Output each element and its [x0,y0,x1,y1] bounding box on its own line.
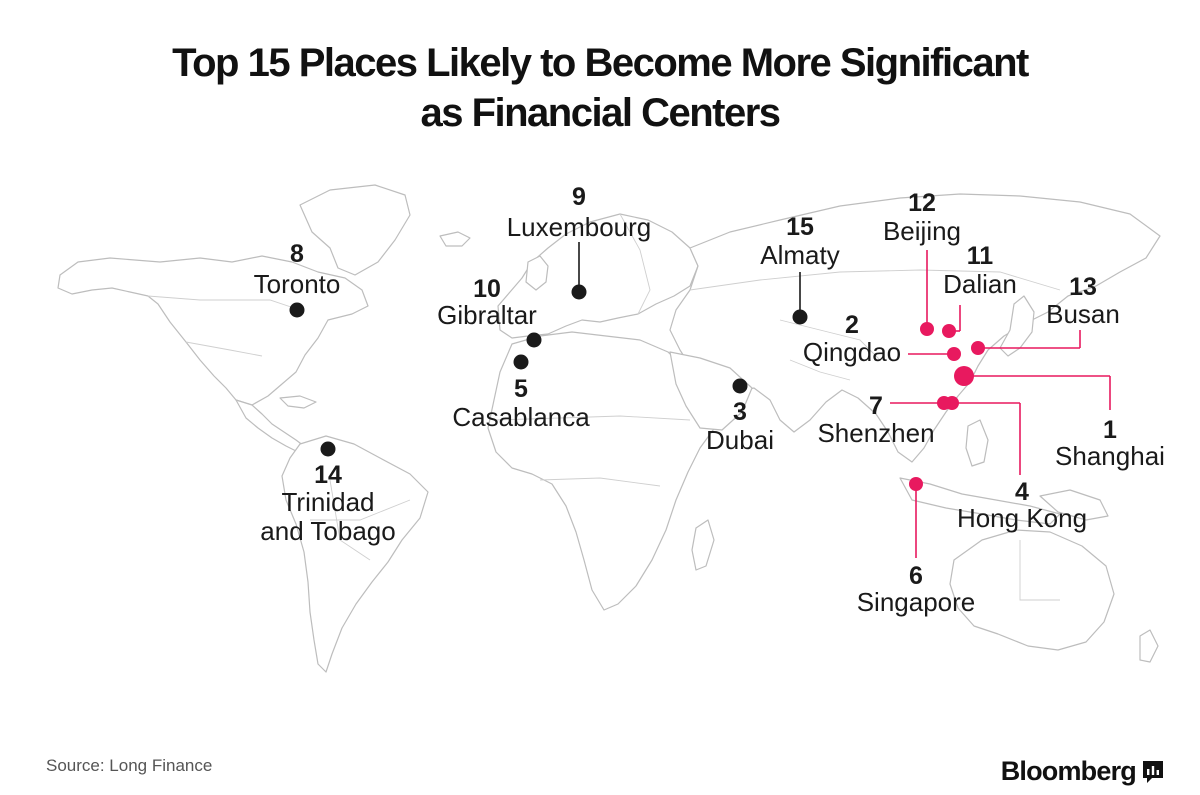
border-usa-mexico [185,341,263,357]
city-label-almaty: Almaty [760,240,839,270]
brand-name: Bloomberg [1000,756,1137,786]
rank-label-dubai: 3 [733,398,747,426]
landmasses [57,184,1161,673]
marker-qingdao[interactable] [947,347,961,361]
city-label-luxembourg: Luxembourg [507,212,652,242]
border-sahara [495,415,691,421]
caribbean-shape [279,395,317,409]
marker-shenzhen[interactable] [937,396,951,410]
australia-shape [949,529,1115,651]
north-america-shape [57,255,369,406]
border-china-west [779,319,881,361]
title-line-1: Top 15 Places Likely to Become More Sign… [172,41,1029,85]
border-russia-europe [619,213,651,315]
marker-casablanca[interactable] [513,354,529,370]
border-central-africa [539,477,661,487]
madagascar-shape [691,519,715,571]
city-label-shenzhen: Shenzhen [817,418,934,448]
city-label-beijing: Beijing [883,216,961,246]
iceland-shape [439,231,471,247]
indonesia-shape [899,477,1061,525]
greenland-shape [299,184,411,276]
country-borders [147,213,1061,601]
city-label-hongkong: Hong Kong [957,503,1087,533]
rank-label-singapore: 6 [909,562,923,590]
city-label-dubai: Dubai [706,425,774,455]
border-south-america [310,499,411,521]
new-zealand-shape [1139,629,1159,663]
chart-title: Top 15 Places Likely to Become More Sign… [0,38,1200,138]
rank-label-trinidad: 14 [314,461,342,489]
marker-gibraltar[interactable] [526,332,542,348]
brand-logo: Bloomberg [1001,756,1164,787]
title-line-2: as Financial Centers [420,91,781,135]
rank-label-toronto: 8 [290,240,304,268]
marker-dubai[interactable] [732,378,748,394]
south-america-shape [281,435,429,673]
city-label-trinidad-line-1: Trinidad [282,487,375,517]
marker-busan[interactable] [971,341,985,355]
central-america-shape [235,399,305,453]
city-label-singapore: Singapore [857,587,976,617]
leader-lines [578,242,1111,558]
city-label-gibraltar: Gibraltar [437,300,537,330]
rank-label-shanghai: 1 [1103,416,1117,444]
city-label-shanghai: Shanghai [1055,441,1165,471]
border-brazil [329,479,371,561]
rank-label-casablanca: 5 [514,375,528,403]
city-label-dalian: Dalian [943,269,1017,299]
bloomberg-chat-icon [1143,760,1163,783]
rank-label-luxembourg: 9 [572,183,586,211]
arabia-shape [669,351,753,431]
rank-label-hongkong: 4 [1015,478,1029,506]
labels: 1 Shanghai 2 Qingdao 3 Dubai 4 Hong Kong… [254,183,1165,617]
city-label-toronto: Toronto [254,269,341,299]
city-label-qingdao: Qingdao [803,337,901,367]
british-isles-shape [525,255,549,291]
source-note: Source: Long Finance [46,756,213,775]
city-label-busan: Busan [1046,299,1120,329]
marker-luxembourg[interactable] [571,284,587,300]
rank-label-qingdao: 2 [845,311,859,339]
marker-shanghai[interactable] [954,366,974,386]
marker-dalian[interactable] [942,324,956,338]
border-russia-asia [689,269,1061,291]
marker-toronto[interactable] [289,302,305,318]
marker-singapore[interactable] [909,477,923,491]
city-label-casablanca: Casablanca [452,402,590,432]
africa-shape [487,331,717,611]
rank-label-gibraltar: 10 [473,275,501,303]
philippines-shape [965,419,989,467]
city-label-trinidad-line-2: and Tobago [260,516,395,546]
marker-trinidad[interactable] [320,441,336,457]
rank-label-busan: 13 [1069,273,1097,301]
border-india [789,359,851,381]
border-australia [1019,540,1060,601]
marker-almaty[interactable] [792,309,808,325]
rank-label-dalian: 11 [967,242,994,270]
rank-label-beijing: 12 [908,189,936,217]
rank-label-shenzhen: 7 [869,392,883,420]
rank-label-almaty: 15 [786,213,814,241]
markers [289,284,985,491]
new-guinea-shape [1039,489,1109,521]
border-usa-canada [147,295,301,311]
marker-beijing[interactable] [920,322,934,336]
